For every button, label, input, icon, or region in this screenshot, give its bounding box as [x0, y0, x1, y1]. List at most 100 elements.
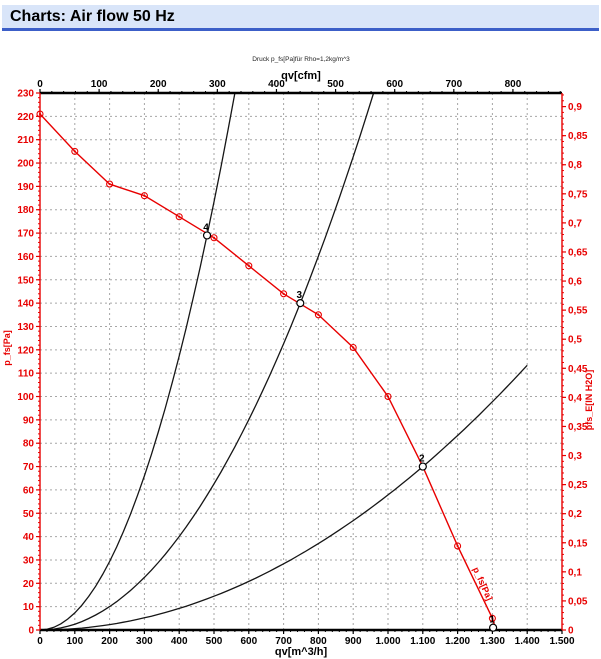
svg-text:0,55: 0,55 [568, 306, 588, 317]
svg-text:110: 110 [18, 369, 35, 380]
svg-text:0,05: 0,05 [568, 596, 588, 607]
left-axis: 0 10 20 30 40 50 60 70 80 90 100 110 120 130 140 150 160… [2, 89, 40, 637]
svg-text:4: 4 [203, 222, 209, 233]
right-axis: 0 0,05 0,1 0,15 0,2 0,25 0,3 0,35 0,4 0,45 0,5 0,55… [562, 94, 594, 637]
svg-text:100: 100 [17, 392, 34, 403]
top-axis-title: qv[cfm] [281, 70, 321, 82]
svg-text:80: 80 [23, 439, 35, 450]
svg-text:1.400: 1.400 [515, 636, 540, 647]
svg-text:0,1: 0,1 [568, 567, 582, 578]
fan-curve-marker [454, 542, 462, 550]
svg-text:800: 800 [310, 636, 327, 647]
svg-text:500: 500 [327, 79, 344, 90]
svg-text:130: 130 [17, 322, 34, 333]
svg-text:180: 180 [17, 205, 34, 216]
svg-text:0,2: 0,2 [568, 509, 582, 520]
system-curve-4 [39, 92, 236, 631]
operating-points: 1 2 3 4 [202, 222, 498, 632]
svg-text:700: 700 [445, 79, 462, 90]
fan-curve-marker [140, 192, 148, 200]
fan-curve-marker [245, 262, 253, 270]
grid [40, 93, 562, 630]
svg-text:1.200: 1.200 [445, 636, 470, 647]
svg-text:0,3: 0,3 [568, 451, 582, 462]
fan-curve-marker [488, 614, 496, 622]
svg-text:0,7: 0,7 [568, 218, 582, 229]
fan-curve-marker [175, 213, 183, 221]
svg-text:100: 100 [66, 636, 83, 647]
fan-curve-marker [106, 180, 114, 188]
svg-text:0,9: 0,9 [568, 102, 582, 113]
svg-text:120: 120 [17, 345, 34, 356]
svg-text:1.500: 1.500 [549, 636, 574, 647]
svg-text:200: 200 [150, 79, 167, 90]
svg-text:90: 90 [23, 415, 35, 426]
svg-text:150: 150 [17, 275, 34, 286]
system-curve-3 [39, 92, 375, 631]
svg-text:0,25: 0,25 [568, 480, 588, 491]
operating-point-2: 2 [418, 454, 427, 471]
svg-text:700: 700 [275, 636, 292, 647]
svg-text:300: 300 [209, 79, 226, 90]
svg-text:50: 50 [23, 509, 35, 520]
svg-text:170: 170 [17, 229, 34, 240]
svg-text:0,8: 0,8 [568, 160, 582, 171]
operating-point-3: 3 [296, 290, 305, 308]
svg-text:0: 0 [37, 79, 43, 90]
chart-note: Druck p_fs[Pa]für Rho=1,2kg/m^3 [252, 56, 350, 63]
svg-text:160: 160 [17, 252, 34, 263]
svg-text:190: 190 [17, 182, 34, 193]
fan-curve-marker [210, 234, 218, 242]
svg-text:0: 0 [37, 636, 43, 647]
svg-text:200: 200 [101, 636, 118, 647]
fan-curve-marker [280, 290, 288, 298]
svg-text:30: 30 [23, 555, 35, 566]
bottom-axis: 0 100 200 300 400 500 600 700 800 900 1.000 1.100 1.… [37, 630, 575, 658]
svg-text:0,65: 0,65 [568, 247, 588, 258]
svg-text:0,85: 0,85 [568, 131, 588, 142]
svg-text:600: 600 [240, 636, 257, 647]
svg-text:300: 300 [136, 636, 153, 647]
bottom-axis-title: qv[m^3/h] [275, 646, 328, 658]
operating-point-1: 1 [488, 615, 498, 632]
svg-text:1.300: 1.300 [480, 636, 505, 647]
page-title-banner: Charts: Air flow 50 Hz [2, 5, 599, 31]
svg-text:0,6: 0,6 [568, 277, 582, 288]
svg-text:0: 0 [28, 626, 34, 637]
svg-text:900: 900 [345, 636, 362, 647]
svg-text:0,75: 0,75 [568, 189, 588, 200]
svg-text:600: 600 [386, 79, 403, 90]
operating-point-4: 4 [202, 222, 212, 240]
fan-curve-marker [314, 311, 322, 319]
fan-curve-marker [384, 392, 392, 401]
svg-text:1: 1 [489, 615, 495, 626]
fan-curve: p_fs[Pa] [36, 110, 497, 631]
top-axis: 0 100 200 300 400 500 600 700 800 qv[cfm] Druck p_… [37, 56, 561, 93]
svg-text:400: 400 [268, 79, 285, 90]
svg-text:3: 3 [297, 290, 303, 301]
svg-text:200: 200 [17, 159, 34, 170]
right-axis-title: pfs_E[IN H2O] [584, 370, 594, 431]
svg-text:1.100: 1.100 [410, 636, 435, 647]
svg-text:0,45: 0,45 [568, 364, 588, 375]
svg-text:400: 400 [171, 636, 188, 647]
system-curve-2 [39, 364, 528, 631]
svg-text:140: 140 [17, 299, 34, 310]
svg-text:2: 2 [419, 454, 425, 465]
svg-text:100: 100 [91, 79, 108, 90]
fan-curve-marker [71, 147, 79, 155]
svg-text:800: 800 [505, 79, 522, 90]
svg-text:210: 210 [17, 135, 34, 146]
svg-text:10: 10 [23, 602, 35, 613]
plot-frame [39, 91, 563, 632]
svg-text:500: 500 [206, 636, 223, 647]
page-title: Charts: Air flow 50 Hz [10, 7, 175, 25]
svg-text:0,4: 0,4 [568, 393, 582, 404]
system-curves [39, 92, 528, 631]
fan-curve-marker [349, 343, 357, 352]
svg-text:0,35: 0,35 [568, 422, 588, 433]
svg-text:20: 20 [23, 579, 35, 590]
svg-text:60: 60 [23, 485, 35, 496]
svg-text:0: 0 [568, 626, 574, 637]
